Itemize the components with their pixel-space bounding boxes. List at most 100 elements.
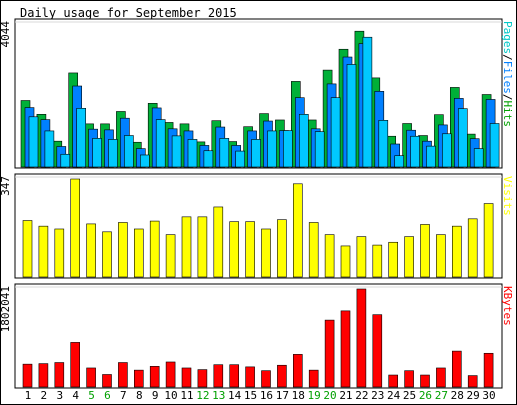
x-tick-label-day-20: 20 (323, 389, 336, 402)
bar-kbytes-day-24 (388, 374, 399, 388)
bar-kbytes-day-19 (308, 369, 319, 388)
series-label-part: / (501, 94, 514, 101)
x-tick-label-day-11: 11 (180, 389, 193, 402)
x-tick-label-day-27: 27 (435, 389, 448, 402)
bar-kbytes-day-21 (340, 310, 351, 388)
bar-visits-day-11 (181, 216, 192, 278)
x-tick-label-day-10: 10 (164, 389, 177, 402)
bar-visits-day-25 (404, 236, 414, 278)
bar-pages-day-7 (124, 135, 134, 168)
chart-title: Daily usage for September 2015 (20, 6, 237, 20)
bar-kbytes-day-13 (213, 364, 224, 388)
bar-visits-day-21 (340, 245, 351, 278)
series-label-hits: Pages/Files/Hits (501, 21, 514, 127)
bar-kbytes-day-30 (483, 352, 494, 388)
bar-pages-day-21 (346, 64, 357, 168)
x-tick-label-day-19: 19 (308, 389, 321, 402)
bar-pages-day-17 (283, 130, 293, 168)
x-tick-label-day-22: 22 (355, 389, 368, 402)
bar-visits-day-15 (245, 221, 255, 278)
max-value-label-visits: 347 (0, 176, 12, 196)
bar-visits-day-24 (388, 241, 399, 278)
bar-kbytes-day-6 (102, 374, 112, 388)
bar-pages-day-8 (140, 154, 150, 168)
bar-pages-day-23 (378, 120, 389, 168)
bar-pages-day-27 (442, 133, 452, 168)
bar-visits-day-12 (197, 216, 208, 278)
bar-kbytes-day-25 (404, 370, 414, 388)
bar-pages-day-20 (330, 97, 341, 168)
x-tick-label-day-5: 5 (88, 389, 95, 402)
bar-pages-day-5 (92, 138, 102, 168)
bar-kbytes-day-8 (134, 369, 144, 388)
bar-pages-day-16 (267, 130, 277, 168)
x-tick-label-day-26: 26 (419, 389, 432, 402)
panel-kbytes: 1802041 KBytes (0, 283, 514, 389)
bar-visits-day-22 (356, 236, 367, 278)
bar-visits-day-20 (324, 234, 335, 278)
bar-pages-day-12 (203, 150, 214, 168)
bar-visits-day-13 (213, 206, 224, 278)
series-label-part: Visits (501, 176, 514, 216)
bar-kbytes-day-14 (229, 364, 239, 388)
bar-kbytes-day-4 (70, 342, 80, 388)
x-tick-label-day-24: 24 (387, 389, 401, 402)
bar-pages-day-2 (44, 130, 55, 168)
bar-visits-day-5 (86, 223, 96, 278)
x-tick-label-day-3: 3 (56, 389, 63, 402)
bar-pages-day-18 (298, 114, 309, 168)
bar-visits-day-19 (308, 222, 319, 278)
bar-pages-day-24 (394, 155, 405, 168)
series-label-part: Files (501, 61, 514, 94)
panel-visits: 347 Visits (0, 173, 514, 279)
bar-kbytes-day-27 (436, 367, 446, 388)
bar-pages-day-9 (155, 119, 166, 168)
bar-kbytes-day-9 (149, 366, 160, 388)
x-tick-label-day-21: 21 (339, 389, 352, 402)
bar-visits-day-29 (467, 218, 478, 278)
x-tick-label-day-1: 1 (25, 389, 32, 402)
series-label-part: / (501, 54, 514, 61)
bar-kbytes-day-7 (118, 362, 128, 388)
bar-visits-day-14 (229, 221, 239, 278)
bar-visits-day-23 (372, 244, 383, 278)
bar-kbytes-day-18 (292, 354, 303, 388)
bar-pages-day-3 (60, 153, 71, 168)
bar-pages-day-1 (28, 116, 39, 168)
bar-kbytes-day-12 (197, 369, 208, 388)
x-tick-label-day-16: 16 (260, 389, 273, 402)
bar-pages-day-14 (235, 150, 245, 168)
bar-visits-day-17 (277, 219, 287, 278)
bar-kbytes-day-20 (324, 319, 335, 388)
x-tick-label-day-13: 13 (212, 389, 225, 402)
bar-visits-day-27 (436, 234, 446, 278)
bar-pages-day-30 (489, 123, 500, 168)
bar-kbytes-day-26 (420, 374, 430, 388)
bar-visits-day-9 (149, 220, 160, 278)
bar-kbytes-day-22 (356, 288, 367, 388)
bar-pages-day-4 (76, 108, 86, 168)
series-label-visits: Visits (501, 176, 514, 216)
series-label-part: Hits (501, 101, 514, 128)
bar-visits-day-18 (292, 183, 303, 278)
bar-kbytes-day-1 (22, 363, 33, 388)
bar-visits-day-8 (134, 228, 144, 278)
bar-pages-day-10 (171, 135, 182, 168)
x-tick-label-day-18: 18 (292, 389, 305, 402)
bar-kbytes-day-5 (86, 367, 96, 388)
series-label-part: Pages (501, 21, 514, 54)
series-label-part: KBytes (501, 286, 514, 326)
bar-visits-day-16 (261, 228, 271, 278)
bar-visits-day-26 (420, 224, 430, 278)
bar-kbytes-day-11 (181, 367, 192, 388)
x-tick-label-day-2: 2 (41, 389, 48, 402)
bar-visits-day-1 (22, 220, 33, 278)
panel-frame-kbytes (14, 283, 503, 389)
bar-kbytes-day-17 (277, 364, 287, 388)
bar-pages-day-28 (457, 108, 468, 168)
bar-pages-day-19 (314, 131, 325, 168)
x-tick-label-day-28: 28 (451, 389, 464, 402)
bar-kbytes-day-2 (38, 363, 49, 388)
bar-kbytes-day-15 (245, 366, 255, 388)
